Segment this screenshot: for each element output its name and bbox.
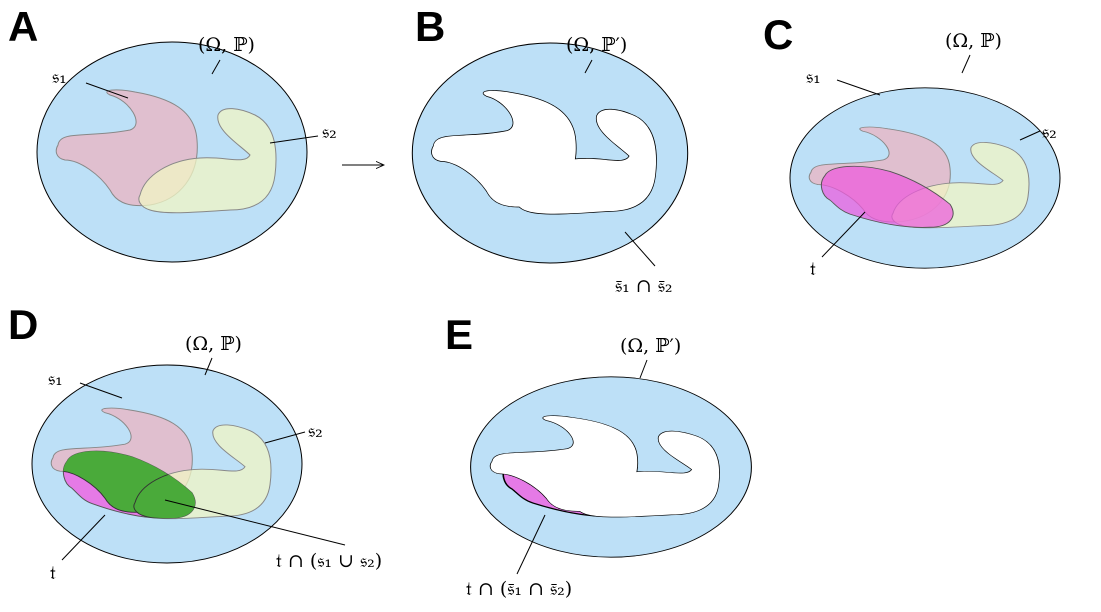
region-label: 𝔰₁ xyxy=(48,368,63,390)
region-label: 𝔱 ∩ (𝔰₁ ∪ 𝔰₂) xyxy=(276,550,382,572)
region-label: 𝔰₂ xyxy=(308,420,323,442)
region-label: 𝔰₁ xyxy=(806,66,821,88)
region-label: 𝔱 ∩ (𝔰̄₁ ∩ 𝔰̄₂) xyxy=(466,578,572,600)
panel-label: D xyxy=(8,301,38,348)
panel-e-shapes xyxy=(471,377,752,557)
space-label: (Ω, ℙ) xyxy=(945,30,1002,52)
panel-label: A xyxy=(8,3,38,50)
region-label: 𝔱 xyxy=(810,258,816,280)
panel-d-shapes xyxy=(32,365,302,563)
panel-a-shapes xyxy=(37,42,307,262)
region-label: 𝔰₂ xyxy=(322,121,337,143)
space-label: (Ω, ℙ′) xyxy=(620,335,681,357)
panel-label: C xyxy=(763,11,793,58)
region-label: 𝔰̄₁ ∩ 𝔰̄₂ xyxy=(615,275,672,297)
space-label: (Ω, ℙ′) xyxy=(566,34,627,56)
space-label: (Ω, ℙ) xyxy=(198,34,255,56)
panel-label: B xyxy=(415,3,445,50)
region-label: 𝔰₁ xyxy=(52,66,67,88)
figure: A (Ω, ℙ) 𝔰₁ 𝔰₂ B (Ω, ℙ′) 𝔰̄₁ ∩ 𝔰̄₂ C (Ω,… xyxy=(0,0,1101,612)
panel-label: E xyxy=(445,311,473,358)
panel-c-shapes xyxy=(790,88,1060,268)
panel-b-shapes xyxy=(412,43,687,263)
region-label: 𝔰₂ xyxy=(1042,121,1057,143)
space-label: (Ω, ℙ) xyxy=(185,333,242,355)
region-label: 𝔱 xyxy=(50,562,56,584)
